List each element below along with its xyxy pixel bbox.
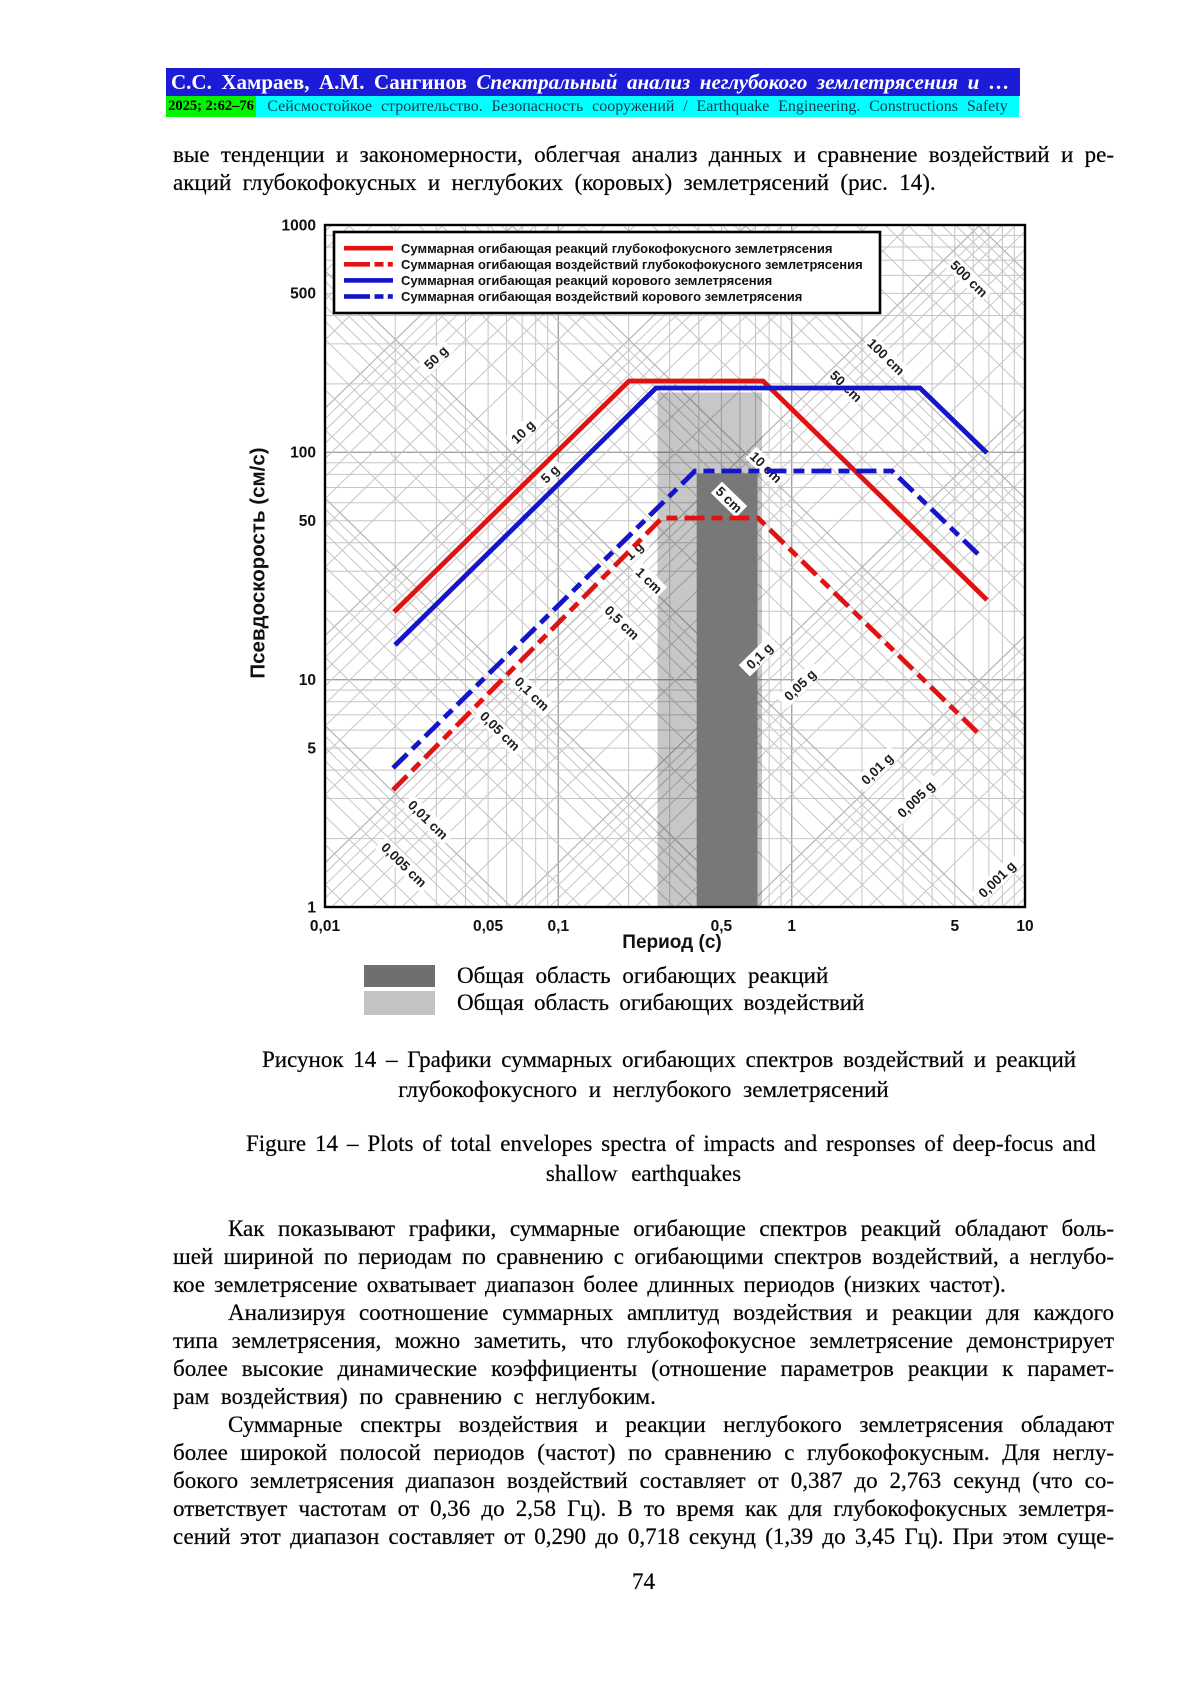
- svg-text:100 cm: 100 cm: [864, 336, 907, 379]
- svg-text:0,05 g: 0,05 g: [781, 666, 819, 703]
- svg-text:1: 1: [787, 918, 796, 935]
- svg-text:10: 10: [299, 672, 316, 689]
- svg-text:0,005 g: 0,005 g: [895, 778, 938, 821]
- svg-text:Суммарная огибающая воздействи: Суммарная огибающая воздействий глубокоф…: [401, 257, 863, 272]
- svg-text:5: 5: [950, 918, 959, 935]
- svg-text:0,01 g: 0,01 g: [858, 750, 896, 787]
- svg-text:0,1: 0,1: [548, 918, 570, 935]
- svg-text:Псевдоскорость (см/с): Псевдоскорость (см/с): [247, 447, 270, 678]
- svg-text:1: 1: [307, 899, 316, 916]
- svg-text:Суммарная огибающая реакций гл: Суммарная огибающая реакций глубокофокус…: [401, 241, 832, 256]
- svg-text:Суммарная огибающая воздействи: Суммарная огибающая воздействий корового…: [401, 289, 802, 304]
- svg-text:0,05: 0,05: [473, 918, 504, 935]
- svg-text:0,01: 0,01: [310, 918, 341, 935]
- svg-text:10: 10: [1016, 918, 1033, 935]
- svg-text:0,5: 0,5: [711, 918, 733, 935]
- svg-text:50: 50: [299, 513, 316, 530]
- svg-text:100: 100: [290, 445, 316, 462]
- svg-text:Суммарная огибающая реакций ко: Суммарная огибающая реакций корового зем…: [401, 273, 772, 288]
- svg-text:5: 5: [307, 740, 316, 757]
- svg-text:0,001 g: 0,001 g: [976, 858, 1019, 901]
- svg-text:1000: 1000: [282, 217, 316, 234]
- svg-text:500: 500: [290, 286, 316, 303]
- svg-text:0,005 cm: 0,005 cm: [378, 840, 429, 891]
- svg-text:Период (с): Период (с): [622, 932, 721, 953]
